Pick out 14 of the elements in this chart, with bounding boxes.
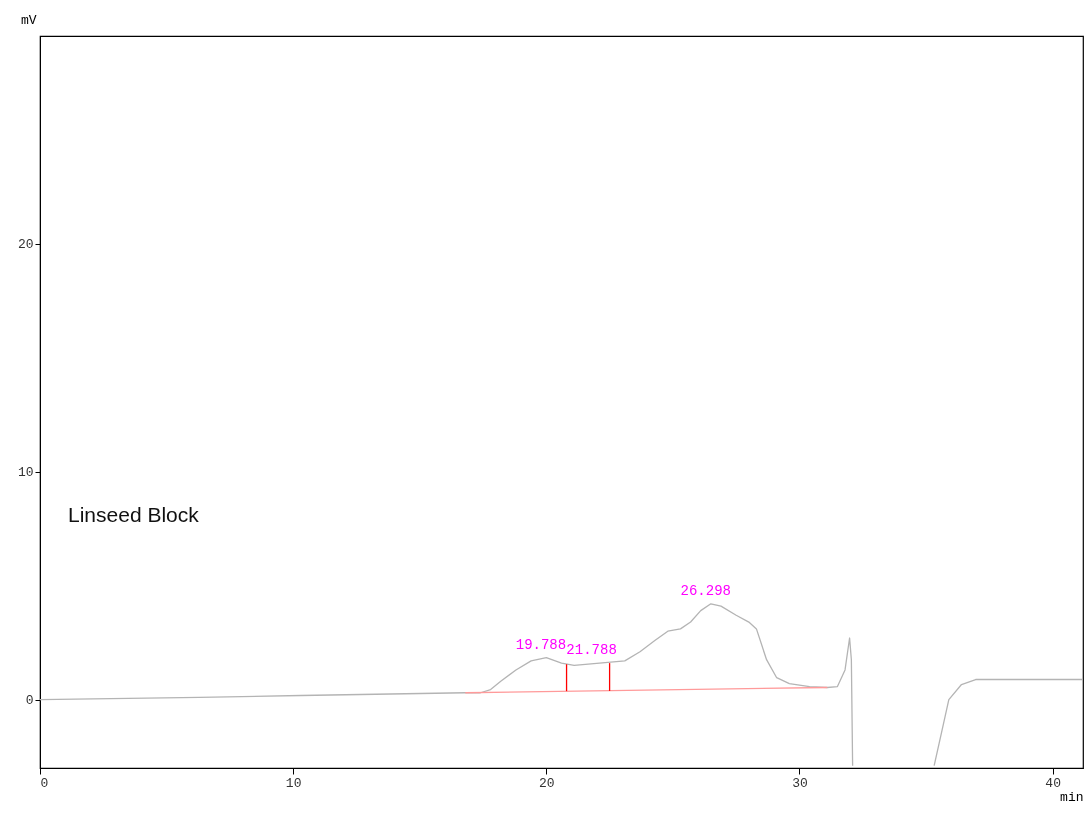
y-tick-label: 10 xyxy=(17,465,34,481)
x-tick-label: 40 xyxy=(1045,775,1061,791)
y-tick-label: 0 xyxy=(25,693,34,709)
x-tick-label: 0 xyxy=(40,775,49,791)
y-tick-label: 20 xyxy=(17,237,34,253)
y-axis-title: mV xyxy=(20,12,37,28)
annotation: 26.298 xyxy=(680,582,731,599)
x-tick-label: 30 xyxy=(792,775,808,791)
x-tick-label: 20 xyxy=(539,775,555,791)
annotation: 19.788 xyxy=(515,636,567,653)
x-axis-title: min xyxy=(1060,789,1084,805)
x-tick-label: 10 xyxy=(285,775,302,791)
annotation: Linseed Block xyxy=(68,503,200,526)
annotation: 21.788 xyxy=(566,642,617,659)
